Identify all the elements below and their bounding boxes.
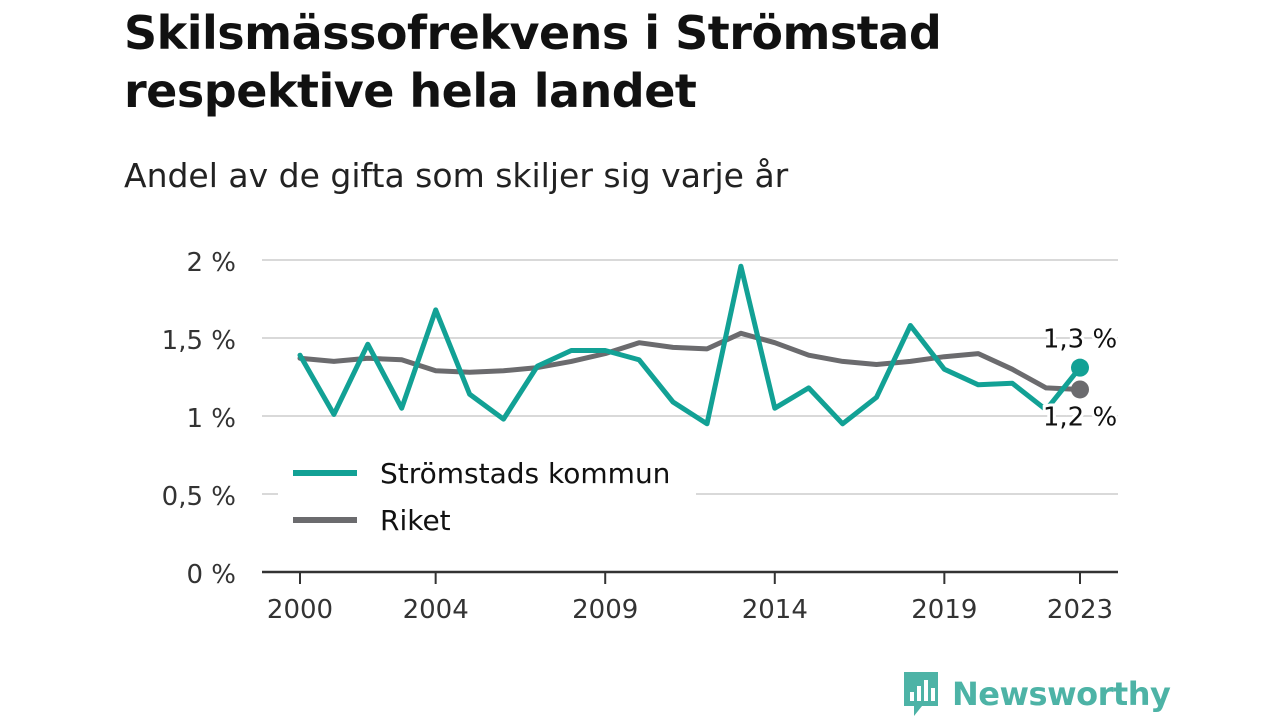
newsworthy-logo-icon: [904, 672, 938, 716]
chart-title: Skilsmässofrekvens i Strömstad respektiv…: [124, 4, 942, 120]
y-tick-label: 2 %: [186, 248, 236, 278]
legend: Strömstads kommun Riket: [278, 452, 696, 544]
end-point-riket: [1071, 380, 1089, 399]
legend-label: Strömstads kommun: [380, 457, 670, 490]
end-label-stromstad: 1,3 %: [1043, 325, 1117, 355]
legend-label: Riket: [380, 504, 451, 537]
y-tick-label: 0 %: [186, 560, 236, 590]
x-tick-label: 2004: [403, 595, 469, 625]
x-tick-label: 2019: [911, 595, 977, 625]
y-tick-label: 1 %: [186, 404, 236, 434]
series-line-riket: [297, 330, 1083, 392]
x-tick-label: 2023: [1047, 595, 1113, 625]
chart-title-line-1: Skilsmässofrekvens i Strömstad: [124, 6, 942, 60]
chart-subtitle: Andel av de gifta som skiljer sig varje …: [124, 156, 789, 195]
end-point-stromstad: [1071, 358, 1089, 377]
y-axis-labels: 0 % 0,5 % 1 % 1,5 % 2 %: [162, 248, 236, 590]
x-axis-labels: 2000 2004 2009 2014 2019 2023: [267, 595, 1113, 625]
x-tick-label: 2000: [267, 595, 333, 625]
brand-name: Newsworthy: [952, 675, 1171, 713]
end-label-riket: 1,2 %: [1043, 402, 1117, 432]
series-line-stromstad: [297, 263, 1083, 427]
brand-logo: Newsworthy: [900, 668, 1171, 720]
x-tick-label: 2009: [572, 595, 638, 625]
x-tick-label: 2014: [742, 595, 808, 625]
y-tick-label: 0,5 %: [162, 482, 236, 512]
legend-background: [278, 452, 696, 544]
line-chart: 0 %0,5 %1 %1,5 %2 %2000 2004 2009 2014 2019 2…: [162, 248, 1120, 625]
chart-title-line-2: respektive hela landet: [124, 64, 697, 118]
y-tick-label: 1,5 %: [162, 326, 236, 356]
